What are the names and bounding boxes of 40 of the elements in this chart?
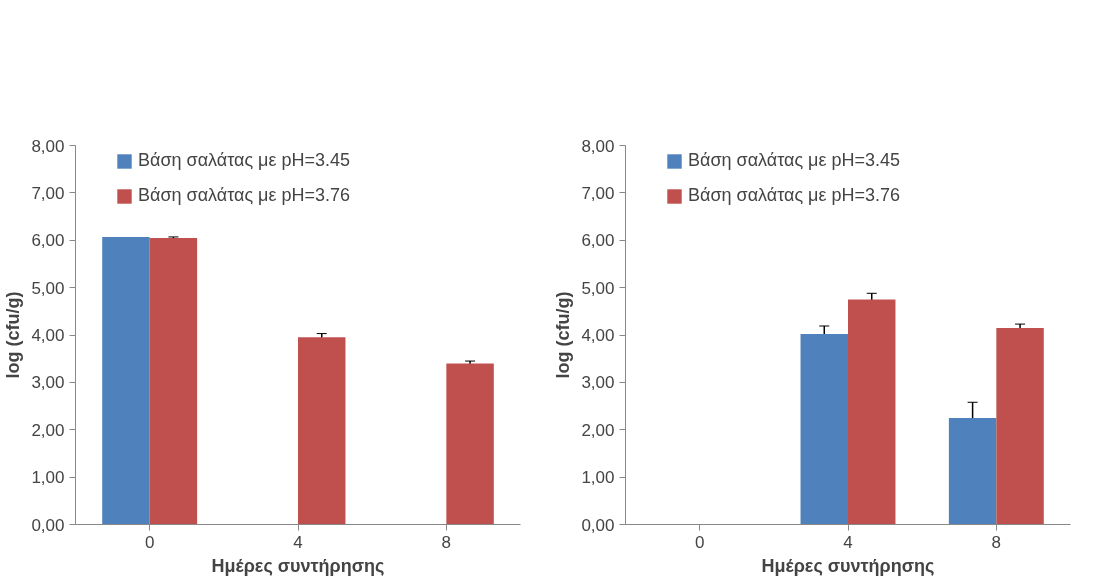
y-tick-label: 8,00 — [31, 136, 65, 156]
x-tick-label: 8 — [991, 532, 1002, 552]
x-axis-title: Ημέρες συντήρησης — [761, 555, 935, 576]
bar — [996, 327, 1044, 525]
y-tick-label: 2,00 — [581, 420, 615, 440]
legend-label: Βάση σαλάτας με pH=3.76 — [688, 185, 901, 206]
y-tick-label: 0,00 — [31, 515, 65, 535]
x-tick-label: 8 — [441, 532, 452, 552]
y-tick-label: 3,00 — [31, 373, 65, 393]
legend-label: Βάση σαλάτας με pH=3.45 — [688, 150, 901, 171]
y-tick-label: 5,00 — [581, 278, 615, 298]
bar — [848, 299, 896, 525]
x-tick-label: 4 — [293, 532, 303, 552]
bar — [149, 237, 198, 525]
legend-label: Βάση σαλάτας με pH=3.45 — [138, 150, 351, 171]
y-tick-label: 8,00 — [581, 136, 615, 156]
y-axis-title: log (cfu/g) — [553, 291, 574, 379]
bar — [298, 337, 346, 525]
y-tick-label: 1,00 — [581, 468, 615, 488]
legend-label: Βάση σαλάτας με pH=3.76 — [138, 185, 351, 206]
y-tick-label: 6,00 — [31, 231, 65, 251]
y-tick-label: 1,00 — [31, 468, 65, 488]
x-tick-label: 0 — [144, 532, 155, 552]
y-tick-label: 4,00 — [581, 326, 615, 345]
x-axis-title: Ημέρες συντήρησης — [211, 555, 385, 576]
y-tick-label: 7,00 — [31, 183, 65, 203]
y-tick-label: 5,00 — [31, 278, 65, 298]
y-tick-label: 2,00 — [31, 420, 65, 440]
y-axis-title: log (cfu/g) — [3, 291, 24, 379]
y-tick-label: 4,00 — [31, 326, 65, 345]
y-tick-label: 3,00 — [581, 373, 615, 393]
y-tick-label: 0,00 — [581, 515, 615, 535]
y-tick-label: 7,00 — [581, 183, 615, 203]
x-tick-label: 4 — [843, 532, 853, 552]
x-tick-label: 0 — [694, 532, 705, 552]
bar — [800, 334, 848, 525]
y-tick-label: 6,00 — [581, 231, 615, 251]
bar — [446, 363, 494, 525]
bar — [102, 236, 150, 525]
bar — [948, 417, 997, 525]
